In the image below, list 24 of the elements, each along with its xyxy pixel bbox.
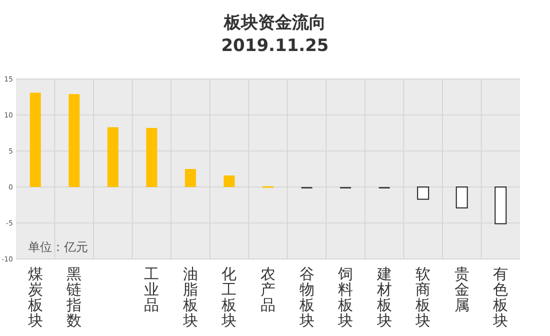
bar xyxy=(30,92,41,187)
bar xyxy=(417,186,430,200)
x-tick-label: 煤炭板块 xyxy=(26,265,43,330)
x-tick-label: 饲料板块 xyxy=(337,265,354,330)
bar xyxy=(184,169,196,187)
bar xyxy=(146,128,158,187)
x-tick-label: 油脂板块 xyxy=(182,265,198,330)
annotation: 单位：亿元 xyxy=(28,240,88,254)
chart-title: 板块资金流向 xyxy=(223,13,326,33)
x-tick-label: 贵金属 xyxy=(454,265,470,314)
x-tick-label: 谷物板块 xyxy=(298,265,314,330)
x-tick-label: 化工板块 xyxy=(220,265,237,330)
chart-subtitle: 2019.11.25 xyxy=(221,36,329,56)
x-tick-label: 有色板块 xyxy=(492,265,508,330)
bar xyxy=(494,186,507,224)
x-tick-label: 工业品 xyxy=(144,265,160,314)
x-tick-label: 黑链指数 xyxy=(66,265,82,330)
bar xyxy=(456,186,468,208)
bar xyxy=(68,94,80,187)
x-tick-label: 软商板块 xyxy=(414,265,431,330)
bar xyxy=(107,127,118,187)
bar xyxy=(224,175,235,187)
x-tick-label: 建材板块 xyxy=(376,265,392,330)
x-tick-label: 农产品 xyxy=(260,265,276,314)
